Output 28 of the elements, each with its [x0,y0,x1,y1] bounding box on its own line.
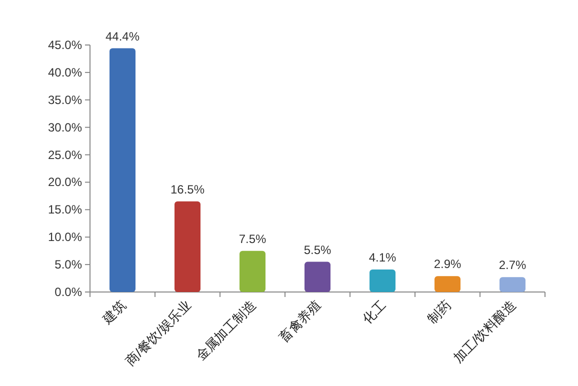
y-tick-label: 5.0% [54,258,82,272]
data-label: 5.5% [304,242,332,257]
data-label: 2.9% [434,257,462,272]
bar [434,276,460,292]
x-tick-label: 畜禽养殖 [276,298,324,345]
data-label: 7.5% [238,232,266,246]
data-label: 16.5% [170,182,205,196]
data-label: 4.1% [368,250,396,264]
y-tick-label: 0.0% [54,285,82,299]
bar [174,201,200,292]
bar [304,262,330,292]
bar [240,250,266,292]
bar [110,48,136,292]
data-label: 2.7% [498,258,526,272]
y-tick-label: 45.0% [48,38,82,52]
bar [370,269,396,292]
bar [500,277,526,292]
data-label: 44.4% [105,29,140,44]
y-tick-label: 10.0% [48,230,82,244]
y-tick-label: 40.0% [48,65,82,80]
y-tick-label: 25.0% [48,148,82,162]
y-tick-label: 20.0% [48,175,82,190]
y-tick-label: 30.0% [48,120,82,134]
x-tick-label: 建筑 [98,298,129,328]
y-tick-label: 15.0% [48,202,82,217]
y-tick-label: 35.0% [48,92,82,107]
x-tick-label: 化工 [360,298,389,327]
x-tick-label: 金属加工制造 [192,298,259,364]
